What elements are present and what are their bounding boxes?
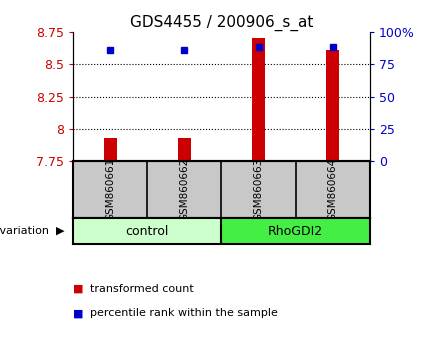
- Bar: [252, 38, 265, 161]
- Text: transformed count: transformed count: [90, 284, 194, 293]
- Text: ■: ■: [73, 308, 83, 318]
- Title: GDS4455 / 200906_s_at: GDS4455 / 200906_s_at: [130, 14, 313, 30]
- Bar: [178, 138, 191, 161]
- Bar: [326, 50, 339, 161]
- Bar: [104, 138, 117, 161]
- Text: ■: ■: [73, 284, 83, 293]
- Text: GSM860661: GSM860661: [105, 158, 115, 222]
- Text: percentile rank within the sample: percentile rank within the sample: [90, 308, 278, 318]
- Text: GSM860664: GSM860664: [328, 158, 338, 222]
- Text: GSM860662: GSM860662: [179, 158, 189, 222]
- Text: GSM860663: GSM860663: [254, 158, 264, 222]
- Text: genotype/variation  ▶: genotype/variation ▶: [0, 226, 64, 236]
- Text: RhoGDI2: RhoGDI2: [268, 225, 323, 238]
- Text: control: control: [126, 225, 169, 238]
- Bar: [221, 218, 370, 244]
- Bar: [73, 218, 221, 244]
